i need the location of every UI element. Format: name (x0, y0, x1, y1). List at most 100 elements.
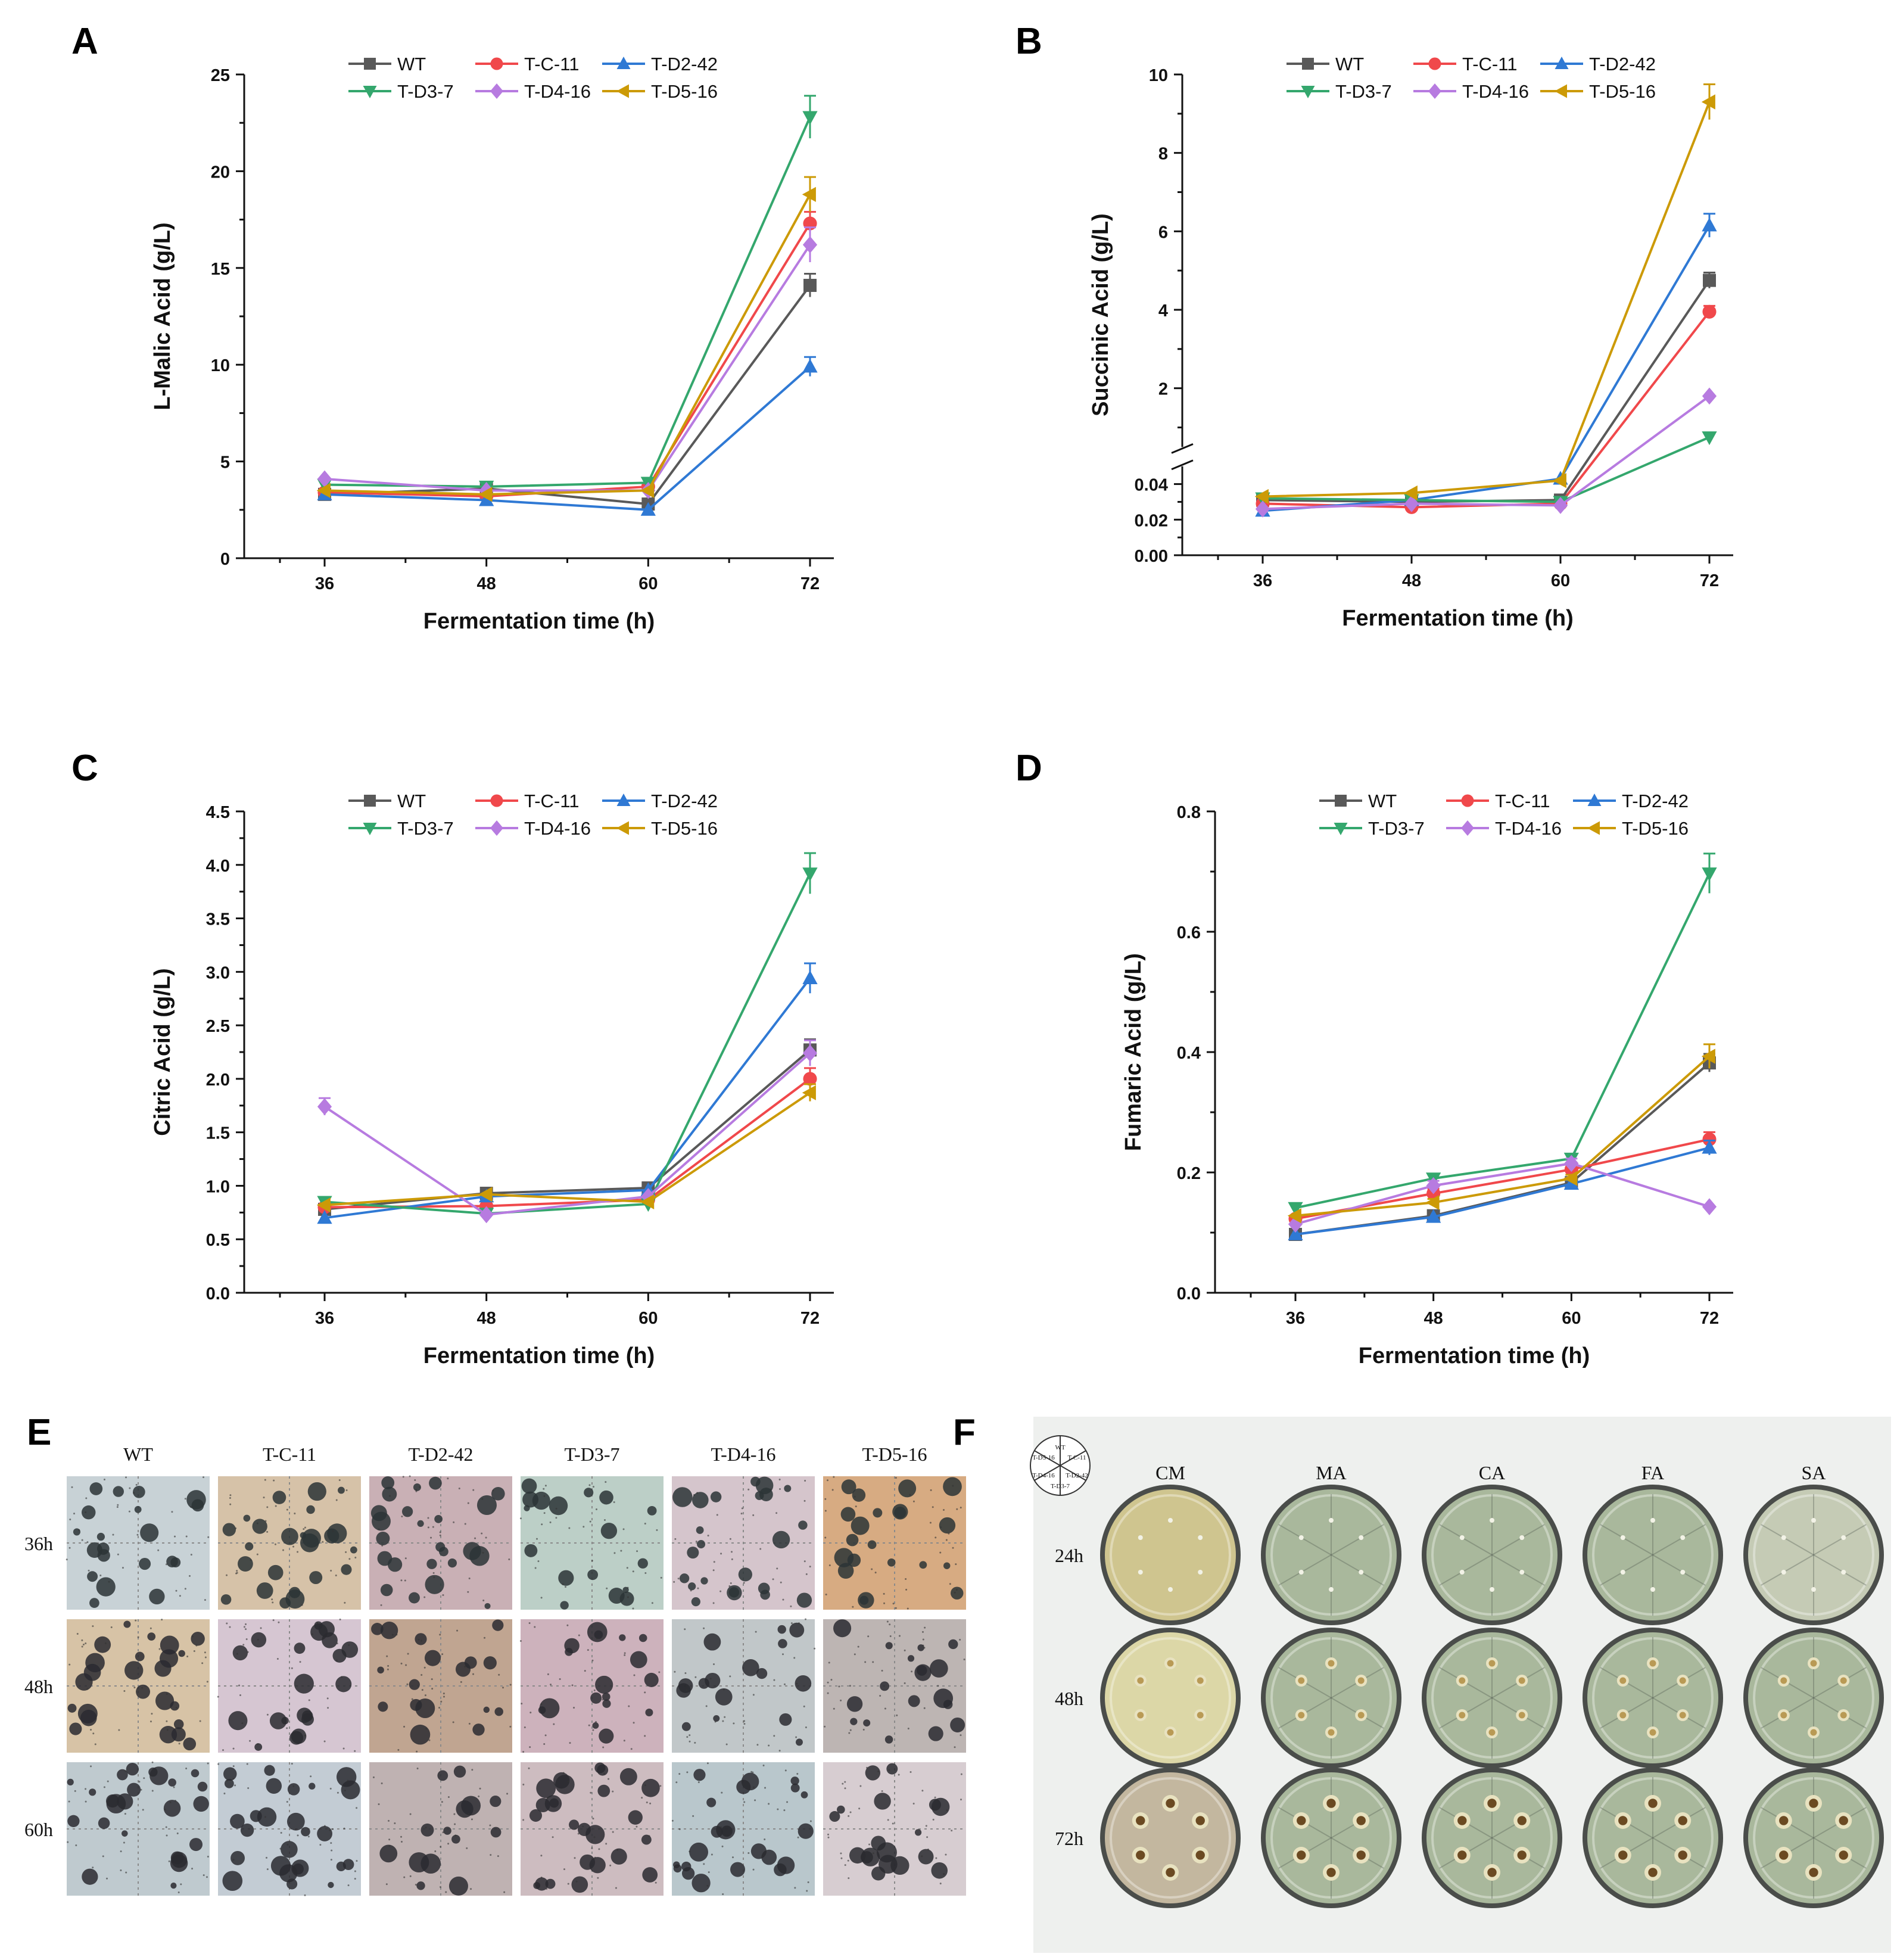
spore (289, 1731, 304, 1745)
data-point (1254, 489, 1269, 505)
debris (575, 1880, 578, 1883)
debris (840, 1857, 843, 1859)
debris (712, 1602, 715, 1604)
debris (330, 1842, 332, 1844)
colony (1811, 1587, 1816, 1592)
debris (925, 1825, 927, 1827)
debris (232, 1765, 235, 1768)
debris (88, 1569, 90, 1572)
spore (269, 1712, 287, 1729)
debris (809, 1566, 811, 1568)
colony-center (1195, 1850, 1205, 1860)
spore (688, 1582, 696, 1591)
plate-medium (1426, 1489, 1558, 1620)
legend-label: T-D5-16 (651, 818, 718, 839)
debris (135, 1483, 138, 1486)
debris (594, 1856, 596, 1859)
spore (435, 1542, 446, 1552)
debris (636, 1550, 638, 1553)
debris (770, 1488, 772, 1491)
series-line (1262, 436, 1710, 503)
debris (86, 1541, 89, 1544)
y-tick-label: 0.02 (1135, 511, 1168, 530)
spore (341, 1641, 359, 1658)
spore (257, 1807, 277, 1827)
plate (1583, 1628, 1723, 1768)
spore (642, 1867, 658, 1883)
spore (413, 1483, 421, 1491)
debris (874, 1572, 877, 1574)
debris (927, 1848, 929, 1850)
debris (295, 1828, 297, 1831)
debris (777, 1808, 779, 1810)
debris (151, 1790, 154, 1792)
debris (332, 1828, 334, 1830)
debris (171, 1511, 173, 1513)
debris (628, 1705, 630, 1707)
panel-letter: F (953, 1412, 976, 1453)
debris (754, 1799, 756, 1802)
spore (294, 1673, 314, 1694)
legend-marker (1587, 794, 1602, 806)
debris (595, 1508, 597, 1511)
debris (960, 1507, 962, 1509)
spore (539, 1698, 560, 1719)
legend-label: T-D4-16 (1462, 81, 1529, 102)
debris (178, 1743, 180, 1745)
spore (887, 1558, 896, 1567)
debris (423, 1596, 426, 1598)
micrograph-cell (823, 1762, 966, 1896)
spore (197, 1781, 208, 1792)
data-point (1563, 1175, 1579, 1190)
y-tick-label: 0.0 (206, 1284, 230, 1303)
spore (597, 1784, 610, 1797)
debris (179, 1595, 181, 1597)
debris (466, 1847, 468, 1849)
debris (232, 1778, 235, 1780)
legend-marker (1587, 821, 1600, 835)
colony-center (1298, 1677, 1305, 1684)
debris (803, 1560, 806, 1563)
debris (347, 1779, 349, 1782)
debris (223, 1793, 226, 1795)
debris (342, 1747, 345, 1750)
series-line (323, 1052, 811, 1216)
spore (619, 1768, 637, 1785)
debris (622, 1528, 625, 1530)
debris (92, 1732, 95, 1735)
debris (411, 1698, 413, 1700)
spore (415, 1633, 427, 1645)
debris (256, 1522, 258, 1525)
spore (472, 1723, 485, 1736)
spore (599, 1728, 614, 1744)
debris (335, 1499, 338, 1501)
debris (627, 1596, 629, 1598)
debris (238, 1684, 241, 1687)
debris (694, 1741, 696, 1744)
debris (74, 1790, 76, 1792)
data-point (1702, 1198, 1717, 1215)
data-point (479, 492, 494, 506)
debris (207, 1536, 210, 1538)
debris (709, 1678, 712, 1680)
debris (291, 1763, 293, 1765)
spore (565, 1647, 573, 1656)
x-tick-label: 60 (638, 574, 658, 593)
debris (854, 1653, 856, 1656)
spore (124, 1661, 144, 1680)
debris (945, 1853, 947, 1856)
x-tick-label: 48 (477, 1309, 496, 1328)
y-tick-label: 4.5 (206, 803, 230, 822)
spore (943, 1562, 951, 1569)
debris (543, 1488, 545, 1490)
debris (169, 1801, 172, 1803)
debris (743, 1582, 745, 1584)
debris (756, 1744, 759, 1746)
debris (534, 1626, 536, 1628)
debris (678, 1828, 681, 1830)
spore (309, 1571, 323, 1585)
micrograph-cell (521, 1762, 664, 1896)
debris (236, 1572, 238, 1574)
debris (394, 1822, 396, 1824)
debris (764, 1787, 767, 1789)
